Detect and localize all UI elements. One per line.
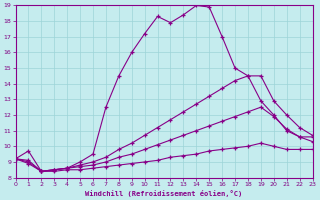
- X-axis label: Windchill (Refroidissement éolien,°C): Windchill (Refroidissement éolien,°C): [85, 190, 243, 197]
